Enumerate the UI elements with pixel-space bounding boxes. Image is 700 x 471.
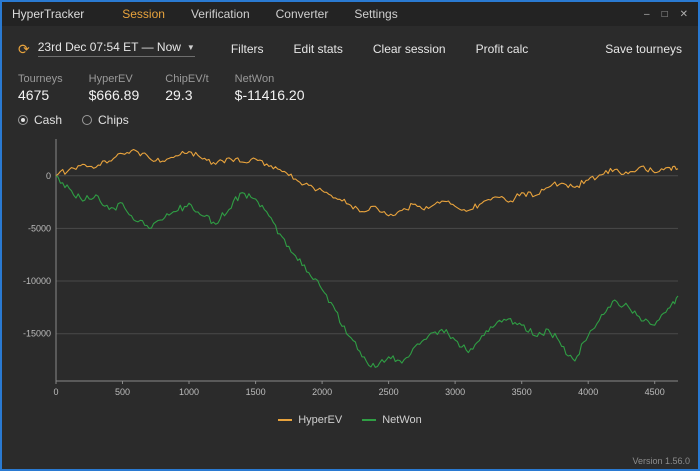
radio-cash-label: Cash <box>34 113 63 127</box>
app-title: HyperTracker <box>12 7 85 21</box>
date-range-dropdown[interactable]: 23rd Dec 07:54 ET — Now ▼ <box>37 40 195 57</box>
svg-text:2500: 2500 <box>379 387 399 397</box>
chart-legend: HyperEV NetWon <box>2 414 698 426</box>
svg-text:-10000: -10000 <box>23 276 51 286</box>
maximize-icon[interactable]: □ <box>661 8 668 20</box>
refresh-icon[interactable]: ⟳ <box>18 40 30 57</box>
svg-text:500: 500 <box>115 387 130 397</box>
menu-bar: Session Verification Converter Settings <box>122 7 397 21</box>
svg-text:-15000: -15000 <box>23 329 51 339</box>
legend-swatch-netwon <box>362 419 377 421</box>
stat-value: 4675 <box>18 87 50 103</box>
legend-label: NetWon <box>382 414 422 426</box>
version-label: Version 1.56.0 <box>632 456 690 466</box>
stat-value: $666.89 <box>88 87 140 103</box>
stat-netwon: NetWon $-11416.20 <box>235 73 305 103</box>
close-icon[interactable]: ✕ <box>679 8 688 20</box>
chart-svg: 0 -5000 -10000 -15000 0 500 1000 1500 2000 2500 30… <box>23 139 679 397</box>
stat-label: HyperEV <box>88 73 133 85</box>
legend-item-netwon[interactable]: NetWon <box>362 414 422 426</box>
date-range-label: 23rd Dec 07:54 ET — Now <box>37 40 181 54</box>
legend-label: HyperEV <box>298 414 343 426</box>
stats-row: Tourneys 4675 HyperEV $666.89 ChipEV/t 2… <box>2 63 698 103</box>
menu-item-settings[interactable]: Settings <box>354 7 398 21</box>
svg-text:-5000: -5000 <box>28 223 51 233</box>
radio-chips[interactable]: Chips <box>82 113 129 127</box>
radio-chips-label: Chips <box>98 113 129 127</box>
clear-session-button[interactable]: Clear session <box>372 41 446 56</box>
svg-text:0: 0 <box>53 387 58 397</box>
chart-area: 0 -5000 -10000 -15000 0 500 1000 1500 2000 2500 30… <box>12 131 688 412</box>
minimize-icon[interactable]: – <box>644 8 650 20</box>
svg-text:2000: 2000 <box>312 387 332 397</box>
window-controls: – □ ✕ <box>644 9 688 20</box>
legend-swatch-hyperev <box>278 419 293 421</box>
stat-value: 29.3 <box>165 87 193 103</box>
stat-label: Tourneys <box>18 73 63 85</box>
radio-on-icon <box>18 115 28 125</box>
toolbar-buttons: Filters Edit stats Clear session Profit … <box>231 42 528 56</box>
titlebar: HyperTracker Session Verification Conver… <box>2 2 698 26</box>
menu-item-session[interactable]: Session <box>122 7 165 21</box>
stat-label: NetWon <box>234 73 275 85</box>
save-tourneys-button[interactable]: Save tourneys <box>605 41 682 56</box>
edit-stats-button[interactable]: Edit stats <box>293 41 343 56</box>
radio-off-icon <box>82 115 93 125</box>
svg-text:3500: 3500 <box>512 387 532 397</box>
stat-hyperev: HyperEV $666.89 <box>89 73 140 103</box>
stat-value: $-11416.20 <box>234 87 305 103</box>
svg-text:1000: 1000 <box>179 387 199 397</box>
svg-text:1500: 1500 <box>246 387 266 397</box>
stat-tourneys: Tourneys 4675 <box>18 73 63 103</box>
svg-text:4500: 4500 <box>645 387 665 397</box>
svg-text:3000: 3000 <box>445 387 465 397</box>
svg-text:4000: 4000 <box>578 387 598 397</box>
menu-item-converter[interactable]: Converter <box>275 7 329 21</box>
profit-calc-button[interactable]: Profit calc <box>475 41 529 56</box>
filters-button[interactable]: Filters <box>230 41 264 56</box>
menu-item-verification[interactable]: Verification <box>190 7 250 21</box>
chevron-down-icon: ▼ <box>186 42 195 52</box>
legend-item-hyperev[interactable]: HyperEV <box>278 414 342 426</box>
radio-cash[interactable]: Cash <box>18 113 62 127</box>
view-toggle: Cash Chips <box>2 103 698 127</box>
stat-chipev: ChipEV/t 29.3 <box>165 73 208 103</box>
toolbar: ⟳ 23rd Dec 07:54 ET — Now ▼ Filters Edit… <box>2 26 698 63</box>
svg-text:0: 0 <box>46 171 51 181</box>
stat-label: ChipEV/t <box>165 73 209 85</box>
